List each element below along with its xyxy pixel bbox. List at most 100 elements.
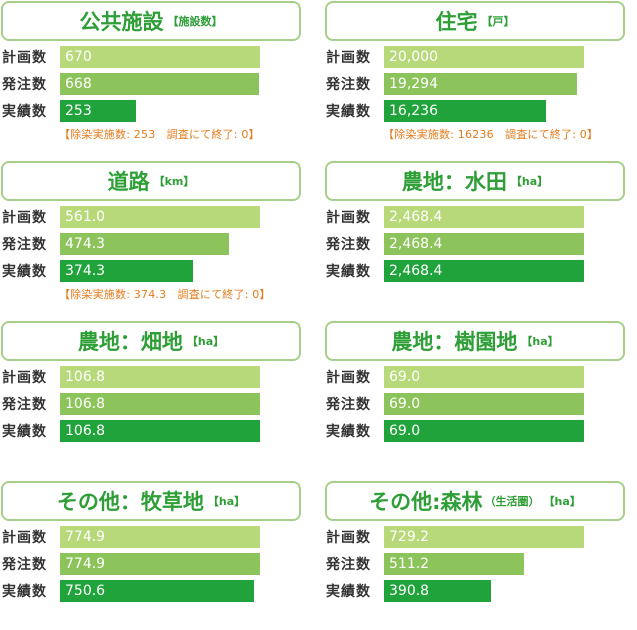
bar-value-label: 2,468.4 <box>389 236 443 252</box>
bar-actual: 16,236 <box>384 100 546 122</box>
chart-title-box: 農地：樹園地 【ha】 <box>325 321 625 361</box>
bar-actual: 69.0 <box>384 420 584 442</box>
bar-plan: 69.0 <box>384 366 584 388</box>
row-label: 計画数 <box>326 530 371 546</box>
bar-row-order: 発注数 19,294 <box>324 73 629 95</box>
chart-unit: 【施設数】 <box>167 15 223 28</box>
row-label: 計画数 <box>326 50 371 66</box>
bar-row-actual: 実績数 253 <box>0 100 305 122</box>
row-label: 計画数 <box>326 210 371 226</box>
bar-row-actual: 実績数 69.0 <box>324 420 629 442</box>
bar-value-label: 774.9 <box>65 529 106 545</box>
bar-plan: 106.8 <box>60 366 260 388</box>
row-label: 発注数 <box>326 397 371 413</box>
bar-row-order: 発注数 474.3 <box>0 233 305 255</box>
bar-value-label: 2,468.4 <box>389 209 443 225</box>
row-label: 発注数 <box>2 397 47 413</box>
row-label: 実績数 <box>326 104 371 120</box>
bar-value-label: 69.0 <box>389 396 421 412</box>
row-label: 実績数 <box>2 424 47 440</box>
chart-unit: 【ha】 <box>543 495 581 508</box>
bar-row-actual: 実績数 106.8 <box>0 420 305 442</box>
bar-value-label: 729.2 <box>389 529 430 545</box>
row-label: 計画数 <box>326 370 371 386</box>
chart-title-box: 道路 【km】 <box>1 161 301 201</box>
bar-actual: 374.3 <box>60 260 193 282</box>
row-label: 実績数 <box>2 584 47 600</box>
bar-actual: 253 <box>60 100 136 122</box>
chart-title: その他：牧草地 <box>56 490 204 514</box>
bar-order: 19,294 <box>384 73 577 95</box>
bar-row-actual: 実績数 16,236 <box>324 100 629 122</box>
bar-row-order: 発注数 774.9 <box>0 553 305 575</box>
bar-row-order: 発注数 106.8 <box>0 393 305 415</box>
bar-value-label: 253 <box>65 103 92 119</box>
bar-order: 2,468.4 <box>384 233 584 255</box>
bar-value-label: 390.8 <box>389 583 430 599</box>
bar-plan: 670 <box>60 46 260 68</box>
bar-row-actual: 実績数 390.8 <box>324 580 629 602</box>
chart-title-box: その他:森林 （生活圏） 【ha】 <box>325 481 625 521</box>
bar-value-label: 670 <box>65 49 92 65</box>
row-label: 実績数 <box>326 584 371 600</box>
bar-value-label: 16,236 <box>389 103 438 119</box>
chart-panel: 道路 【km】 計画数 561.0 発注数 474.3 実績数 374.3 【除染実施数: 37… <box>0 160 305 310</box>
bar-row-order: 発注数 511.2 <box>324 553 629 575</box>
chart-panel: その他：牧草地 【ha】計画数 774.9 発注数 774.9 実績数 750.6 <box>0 480 305 630</box>
bar-order: 69.0 <box>384 393 584 415</box>
bar-value-label: 668 <box>65 76 92 92</box>
bar-value-label: 19,294 <box>389 76 438 92</box>
bar-actual: 106.8 <box>60 420 260 442</box>
bar-row-plan: 計画数 774.9 <box>0 526 305 548</box>
chart-title: 住宅 <box>435 10 478 34</box>
chart-note: 【除染実施数: 253 調査にて終了: 0】 <box>59 128 260 141</box>
bar-actual: 390.8 <box>384 580 491 602</box>
chart-unit: 【ha】 <box>521 335 559 348</box>
chart-title: 農地：樹園地 <box>391 330 518 354</box>
chart-note: 【除染実施数: 374.3 調査にて終了: 0】 <box>59 288 271 301</box>
bar-value-label: 106.8 <box>65 423 106 439</box>
bar-value-label: 750.6 <box>65 583 106 599</box>
chart-note: 【除染実施数: 16236 調査にて終了: 0】 <box>383 128 599 141</box>
bar-row-plan: 計画数 729.2 <box>324 526 629 548</box>
bar-value-label: 2,468.4 <box>389 263 443 279</box>
bar-value-label: 106.8 <box>65 369 106 385</box>
chart-subtitle: （生活圏） <box>484 495 540 508</box>
bar-value-label: 374.3 <box>65 263 106 279</box>
row-label: 発注数 <box>326 557 371 573</box>
chart-title: 公共施設 <box>79 10 164 34</box>
bar-order: 774.9 <box>60 553 260 575</box>
bar-row-order: 発注数 69.0 <box>324 393 629 415</box>
bar-row-plan: 計画数 20,000 <box>324 46 629 68</box>
row-label: 発注数 <box>2 557 47 573</box>
chart-title-box: 農地：水田 【ha】 <box>325 161 625 201</box>
row-label: 発注数 <box>326 77 371 93</box>
row-label: 発注数 <box>2 77 47 93</box>
bar-plan: 729.2 <box>384 526 584 548</box>
bar-value-label: 20,000 <box>389 49 438 65</box>
bar-value-label: 511.2 <box>389 556 430 572</box>
row-label: 実績数 <box>326 424 371 440</box>
chart-title: その他:森林 <box>369 490 483 514</box>
chart-title-box: 住宅 【戸】 <box>325 1 625 41</box>
chart-title-box: 公共施設 【施設数】 <box>1 1 301 41</box>
chart-unit: 【ha】 <box>186 335 225 348</box>
chart-unit: 【ha】 <box>207 495 246 508</box>
bar-value-label: 106.8 <box>65 396 106 412</box>
bar-value-label: 774.9 <box>65 556 106 572</box>
bar-row-plan: 計画数 69.0 <box>324 366 629 388</box>
chart-panel: 公共施設 【施設数】計画数 670 発注数 668 実績数 253 【除染実施数: 253 調… <box>0 0 305 150</box>
bar-row-order: 発注数 2,468.4 <box>324 233 629 255</box>
row-label: 実績数 <box>326 264 371 280</box>
chart-title: 農地：水田 <box>401 170 507 194</box>
bar-row-plan: 計画数 670 <box>0 46 305 68</box>
bar-row-plan: 計画数 2,468.4 <box>324 206 629 228</box>
row-label: 発注数 <box>2 237 47 253</box>
row-label: 計画数 <box>2 370 47 386</box>
bar-actual: 2,468.4 <box>384 260 584 282</box>
bar-row-actual: 実績数 750.6 <box>0 580 305 602</box>
chart-panel: 住宅 【戸】計画数 20,000 発注数 19,294 実績数 16,236 【除染実施数: … <box>324 0 629 150</box>
bar-value-label: 69.0 <box>389 369 421 385</box>
chart-unit: 【km】 <box>153 175 195 188</box>
chart-title-box: その他：牧草地 【ha】 <box>1 481 301 521</box>
